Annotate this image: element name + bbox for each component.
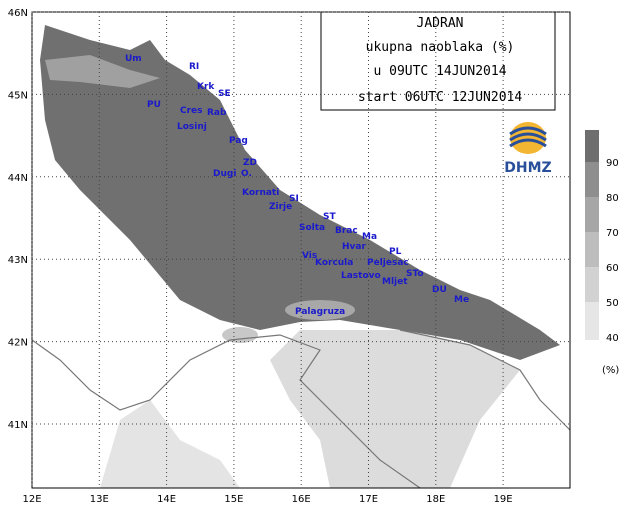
header-line: u 09UTC 14JUN2014 — [373, 64, 506, 79]
place-label: SI — [289, 194, 299, 204]
place-label: Cres — [180, 106, 203, 116]
place-label: Lastovo — [341, 271, 381, 281]
coastline — [31, 334, 421, 489]
place-label: Brac — [335, 226, 358, 236]
logo-icon — [509, 122, 547, 154]
lon-label: 17E — [359, 494, 378, 505]
legend-unit: (%) — [602, 365, 619, 376]
place-label: Hvar — [342, 242, 366, 252]
lat-label: 42N — [8, 338, 28, 349]
lon-label: 15E — [224, 494, 243, 505]
place-label: DU — [432, 285, 447, 295]
palagruza-cloud — [285, 300, 355, 320]
lat-label: 41N — [8, 420, 28, 431]
place-label: Zirje — [269, 202, 292, 212]
legend-band — [585, 267, 599, 302]
place-label: Kornati — [242, 188, 279, 198]
place-label: ST — [323, 212, 336, 222]
lat-label: 43N — [8, 255, 28, 266]
legend-band — [585, 197, 599, 232]
place-label: STo — [406, 269, 424, 279]
place-label: O. — [241, 169, 252, 179]
header-line: ukupna naoblaka (%) — [366, 40, 515, 55]
place-label: RI — [189, 62, 199, 72]
north-cloud — [45, 55, 160, 88]
legend-label: 60 — [606, 263, 619, 274]
south-italy — [100, 400, 240, 488]
place-label: Um — [125, 54, 142, 64]
adriatic-sea — [40, 25, 560, 360]
place-label: Ma — [362, 232, 377, 242]
lon-label: 18E — [426, 494, 445, 505]
ionian-sea — [270, 330, 520, 488]
place-label: PU — [147, 100, 161, 110]
lon-label: 16E — [292, 494, 311, 505]
place-label: Me — [454, 295, 469, 305]
lat-label: 45N — [8, 90, 28, 101]
place-label: Solta — [299, 223, 325, 233]
legend-band — [585, 232, 599, 267]
lat-label: 46N — [8, 8, 28, 19]
legend-band — [585, 130, 599, 162]
lat-label: 44N — [8, 173, 28, 184]
legend-label: 80 — [606, 193, 619, 204]
coastline — [399, 329, 571, 431]
header-box — [320, 11, 556, 111]
gargano-cloud — [222, 327, 258, 343]
lon-label: 14E — [157, 494, 176, 505]
place-label: Vis — [302, 251, 317, 261]
legend-band — [585, 302, 599, 340]
place-label: Korcula — [315, 258, 353, 268]
legend-label: 40 — [606, 333, 619, 344]
place-label: Dugi — [213, 169, 236, 179]
legend-label: 70 — [606, 228, 619, 239]
place-label: Peljesac — [367, 258, 409, 268]
place-label: SE — [218, 89, 231, 99]
place-label: Krk — [197, 82, 215, 92]
legend-label: 90 — [606, 158, 619, 169]
place-label: PL — [389, 247, 402, 257]
legend-label: 50 — [606, 298, 619, 309]
legend-band — [585, 162, 599, 197]
place-label: ZD — [243, 158, 257, 168]
place-label: Losinj — [177, 122, 207, 132]
lon-label: 19E — [494, 494, 513, 505]
place-label: Palagruza — [295, 307, 345, 317]
place-label: Rab — [207, 108, 227, 118]
lon-label: 13E — [90, 494, 109, 505]
header-line: JADRAN — [417, 16, 464, 31]
lon-label: 12E — [22, 494, 41, 505]
place-label: Pag — [229, 136, 248, 146]
header-line: start 06UTC 12JUN2014 — [358, 90, 523, 105]
place-label: Mljet — [382, 277, 408, 287]
logo-text: DHMZ — [504, 160, 551, 176]
